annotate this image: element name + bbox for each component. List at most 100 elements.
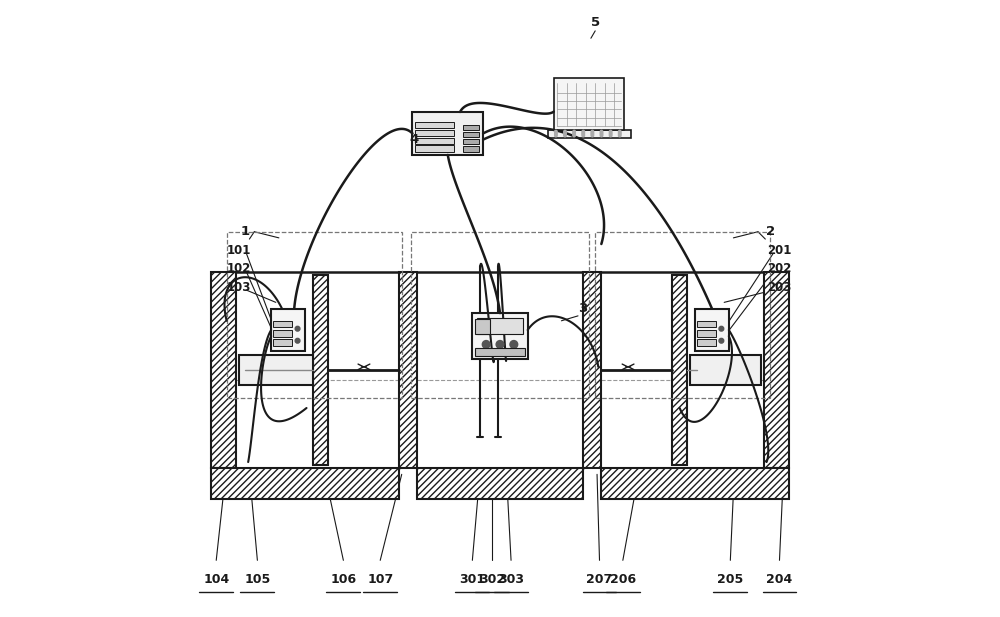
Text: 302: 302 xyxy=(479,573,505,586)
Bar xyxy=(417,468,583,499)
Circle shape xyxy=(582,133,585,136)
Circle shape xyxy=(555,133,557,136)
Text: 5: 5 xyxy=(591,17,600,30)
Circle shape xyxy=(609,133,612,136)
Circle shape xyxy=(600,133,603,136)
Bar xyxy=(273,321,292,328)
Text: 103: 103 xyxy=(227,281,251,294)
Bar xyxy=(672,275,687,465)
Circle shape xyxy=(582,130,585,133)
Bar xyxy=(411,232,589,397)
Bar xyxy=(271,308,305,352)
Bar xyxy=(415,146,454,152)
Bar xyxy=(273,330,292,337)
Circle shape xyxy=(295,326,300,331)
Bar xyxy=(764,271,789,468)
Bar xyxy=(313,275,328,465)
Bar xyxy=(211,271,236,468)
Bar xyxy=(227,232,402,397)
Circle shape xyxy=(591,135,594,137)
Text: 204: 204 xyxy=(766,573,793,586)
Circle shape xyxy=(573,130,575,133)
Bar xyxy=(601,468,789,499)
Text: 101: 101 xyxy=(227,244,251,257)
Circle shape xyxy=(564,130,566,133)
Circle shape xyxy=(510,341,518,349)
Bar xyxy=(463,132,479,138)
Circle shape xyxy=(618,133,621,136)
Circle shape xyxy=(600,131,603,134)
Bar xyxy=(463,139,479,144)
Bar xyxy=(412,112,483,155)
Bar xyxy=(595,232,770,397)
Text: 106: 106 xyxy=(330,573,356,586)
Circle shape xyxy=(618,135,621,137)
Circle shape xyxy=(618,131,621,134)
Circle shape xyxy=(573,131,575,134)
Bar xyxy=(583,271,601,468)
Text: 102: 102 xyxy=(227,262,251,275)
Bar xyxy=(211,468,399,499)
Bar xyxy=(415,122,454,128)
Bar xyxy=(764,271,789,468)
Bar xyxy=(554,78,624,130)
Circle shape xyxy=(591,131,594,134)
Text: 206: 206 xyxy=(610,573,636,586)
Text: 3: 3 xyxy=(578,302,588,315)
Bar xyxy=(477,318,523,334)
Bar xyxy=(583,271,601,468)
Text: 104: 104 xyxy=(203,573,229,586)
Circle shape xyxy=(609,131,612,134)
Bar xyxy=(415,138,454,144)
Text: 205: 205 xyxy=(717,573,743,586)
Bar xyxy=(399,271,417,468)
Circle shape xyxy=(555,130,557,133)
Bar xyxy=(472,313,528,359)
Text: 105: 105 xyxy=(244,573,271,586)
Circle shape xyxy=(573,133,575,136)
Text: 301: 301 xyxy=(459,573,485,586)
Circle shape xyxy=(600,135,603,137)
Text: 201: 201 xyxy=(767,244,792,257)
Text: 207: 207 xyxy=(586,573,613,586)
Bar xyxy=(697,321,716,328)
Text: 202: 202 xyxy=(767,262,792,275)
Circle shape xyxy=(555,135,557,137)
Circle shape xyxy=(609,130,612,133)
Bar xyxy=(601,468,789,499)
Bar xyxy=(239,355,313,385)
Text: 303: 303 xyxy=(498,573,524,586)
Circle shape xyxy=(582,135,585,137)
Circle shape xyxy=(295,338,300,343)
Bar xyxy=(211,468,399,499)
Circle shape xyxy=(564,133,566,136)
Circle shape xyxy=(496,341,504,349)
Circle shape xyxy=(591,133,594,136)
Text: 2: 2 xyxy=(766,225,775,238)
Circle shape xyxy=(618,130,621,133)
Text: 1: 1 xyxy=(241,225,250,238)
Bar xyxy=(475,319,490,334)
Circle shape xyxy=(719,338,724,343)
Circle shape xyxy=(573,135,575,137)
Text: 4: 4 xyxy=(409,133,419,146)
Text: 107: 107 xyxy=(367,573,393,586)
Bar xyxy=(695,308,729,352)
Bar xyxy=(697,330,716,337)
Bar xyxy=(548,130,631,138)
Bar xyxy=(273,339,292,346)
Bar xyxy=(313,275,328,465)
Circle shape xyxy=(564,131,566,134)
Circle shape xyxy=(719,326,724,331)
Bar xyxy=(211,271,236,468)
Bar xyxy=(417,468,583,499)
Bar xyxy=(697,339,716,346)
Circle shape xyxy=(482,341,490,349)
Bar xyxy=(672,275,687,465)
Circle shape xyxy=(591,130,594,133)
Bar xyxy=(415,130,454,136)
Text: 203: 203 xyxy=(767,281,792,294)
Circle shape xyxy=(564,135,566,137)
Circle shape xyxy=(600,130,603,133)
Circle shape xyxy=(609,135,612,137)
